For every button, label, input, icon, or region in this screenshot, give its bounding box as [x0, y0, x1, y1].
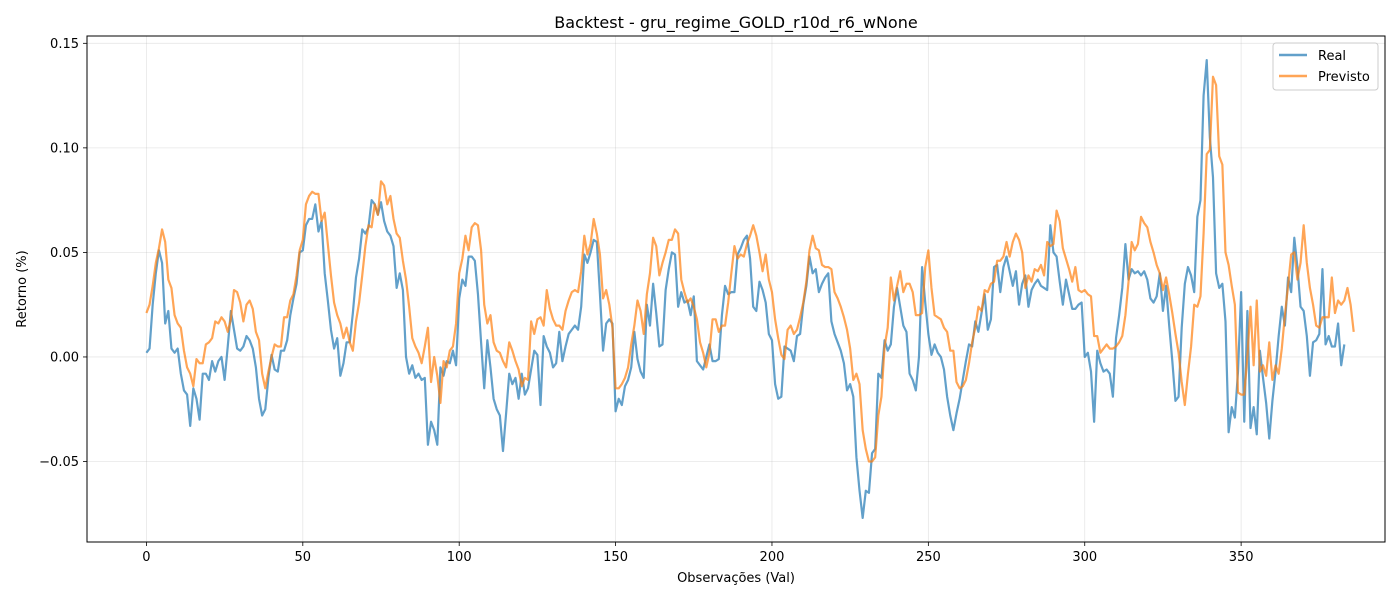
- legend: Real Previsto: [1272, 42, 1379, 91]
- x-tick-label: 100: [447, 550, 472, 565]
- x-axis-title: Observações (Val): [677, 571, 795, 586]
- x-tick-label: 300: [1072, 550, 1097, 565]
- y-axis: −0.05 0.00 0.05 0.10 0.15: [39, 37, 87, 470]
- x-tick-label: 350: [1229, 550, 1254, 565]
- x-tick-label: 50: [295, 550, 312, 565]
- x-axis: 0 50 100 150 200 250 300 350: [142, 542, 1254, 565]
- x-tick-label: 250: [916, 550, 941, 565]
- x-tick-label: 150: [603, 550, 628, 565]
- legend-label-real: Real: [1318, 49, 1346, 64]
- series-line-previsto: [145, 75, 1355, 463]
- chart-title: Backtest - gru_regime_GOLD_r10d_r6_wNone: [554, 13, 917, 33]
- y-tick-label: 0.00: [50, 350, 79, 365]
- axes-frame: [86, 35, 1386, 543]
- y-tick-label: 0.05: [50, 246, 79, 261]
- legend-label-previsto: Previsto: [1318, 70, 1370, 85]
- series-line-real: [145, 58, 1346, 520]
- x-tick-label: 0: [142, 550, 150, 565]
- plot-area: [86, 35, 1386, 543]
- y-tick-label: 0.15: [50, 37, 79, 52]
- y-tick-label: −0.05: [39, 455, 79, 470]
- y-axis-title: Retorno (%): [15, 250, 30, 327]
- y-tick-label: 0.10: [50, 141, 79, 156]
- x-tick-label: 200: [760, 550, 785, 565]
- series-lines: [145, 58, 1355, 520]
